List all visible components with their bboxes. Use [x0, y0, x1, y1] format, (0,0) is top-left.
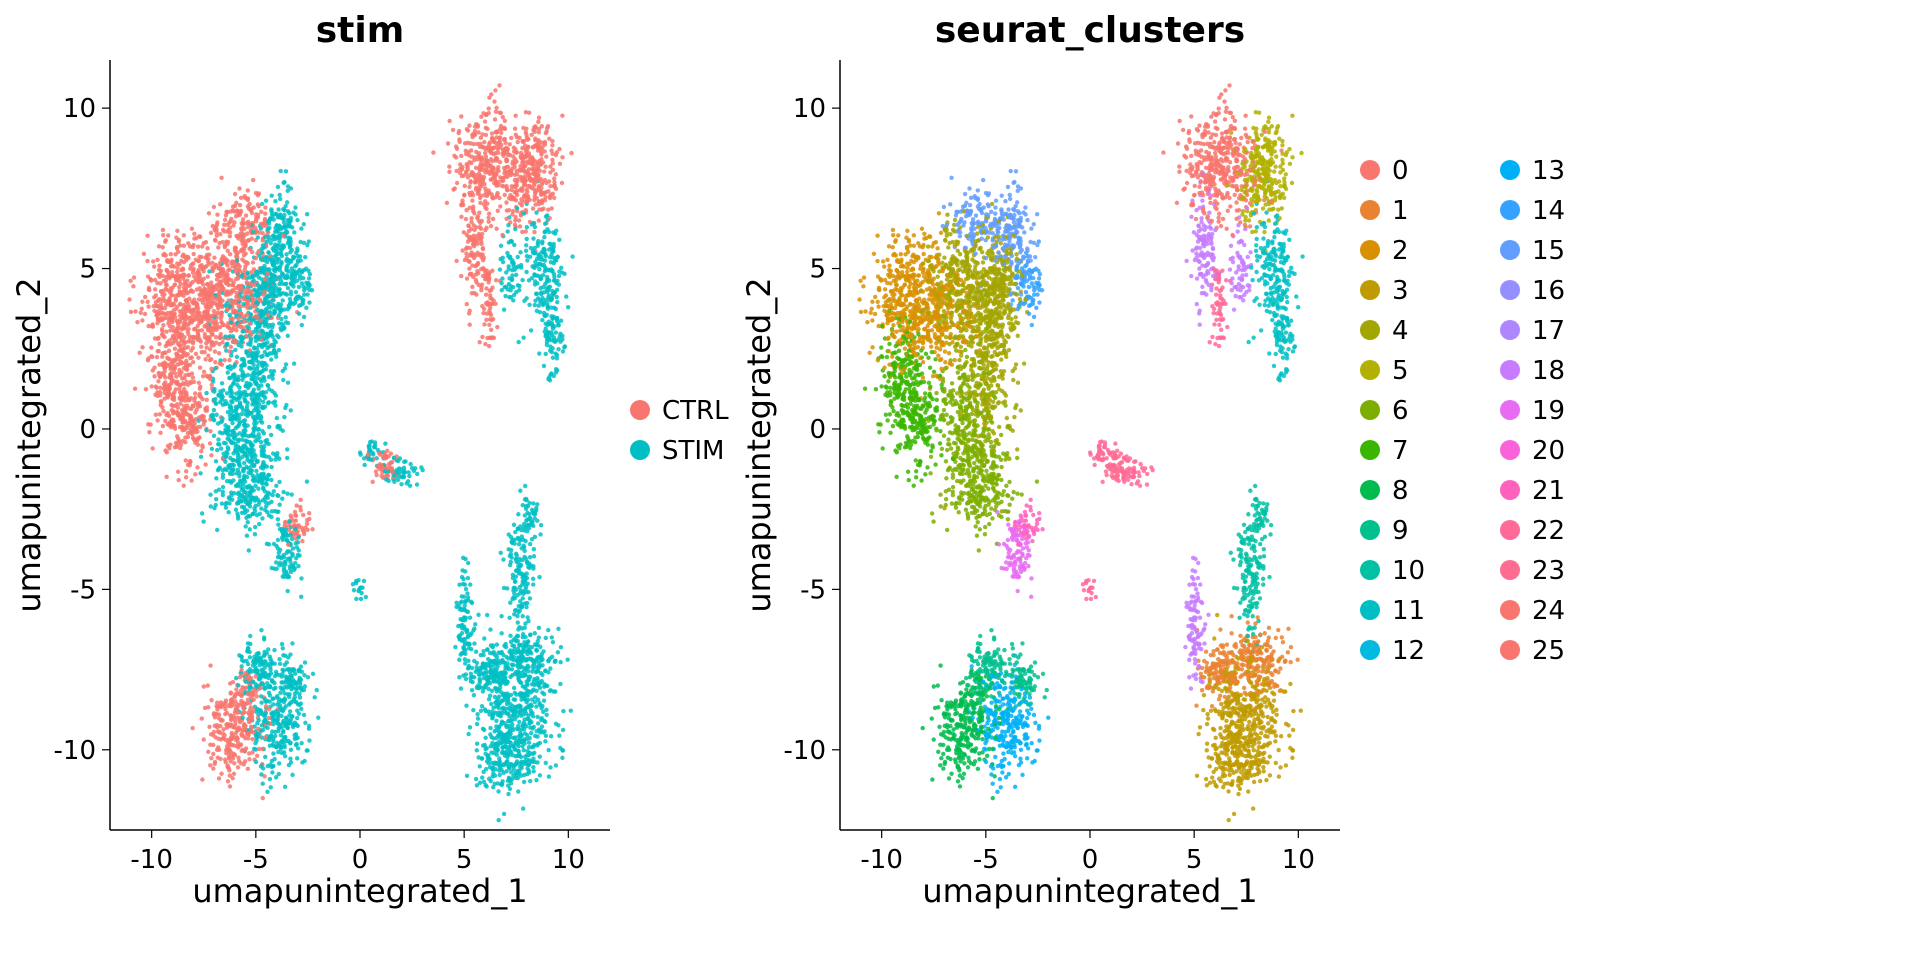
- legend-label: STIM: [662, 436, 725, 466]
- legend-marker: [1500, 280, 1520, 300]
- legend-marker: [1360, 280, 1380, 300]
- y-tick-label: 0: [79, 415, 96, 445]
- x-tick-label: 10: [552, 845, 585, 875]
- legend-marker: [630, 400, 650, 420]
- scatter-points: [127, 83, 574, 822]
- x-tick-label: 0: [352, 845, 369, 875]
- panel-title: seurat_clusters: [935, 10, 1245, 51]
- legend-label: 13: [1532, 156, 1565, 186]
- legend-marker: [1500, 400, 1520, 420]
- legend-marker: [1500, 240, 1520, 260]
- legend-label: 0: [1392, 156, 1409, 186]
- legend-marker: [1500, 320, 1520, 340]
- legend-label: CTRL: [662, 396, 729, 426]
- x-tick-label: 5: [1186, 845, 1203, 875]
- scatter-points: [857, 83, 1304, 822]
- legend-marker: [1500, 480, 1520, 500]
- legend-label: 1: [1392, 196, 1409, 226]
- legend-marker: [1500, 520, 1520, 540]
- legend-label: 24: [1532, 596, 1565, 626]
- y-tick-label: 10: [63, 94, 96, 124]
- y-tick-label: -5: [70, 575, 96, 605]
- x-axis-title: umapunintegrated_1: [922, 872, 1257, 910]
- legend-label: 10: [1392, 556, 1425, 586]
- y-axis-title: umapunintegrated_2: [10, 277, 48, 612]
- legend-label: 2: [1392, 236, 1409, 266]
- x-tick-label: -5: [973, 845, 999, 875]
- legend-marker: [1360, 200, 1380, 220]
- x-axis-title: umapunintegrated_1: [192, 872, 527, 910]
- x-tick-label: -10: [130, 845, 172, 875]
- legend-marker: [630, 440, 650, 460]
- panel-title: stim: [316, 10, 405, 51]
- legend-marker: [1360, 600, 1380, 620]
- legend-label: 19: [1532, 396, 1565, 426]
- panel-stim: -10 -5 0 5 10 -10 -5 0 5 10 umapunintegrated_1 umap…: [10, 10, 729, 910]
- legend-marker: [1500, 600, 1520, 620]
- legend-label: 21: [1532, 476, 1565, 506]
- legend-marker: [1360, 480, 1380, 500]
- legend-label: 16: [1532, 276, 1565, 306]
- legend-clusters: 0123456789101112131415161718192021222324…: [1360, 156, 1565, 666]
- legend-marker: [1500, 160, 1520, 180]
- legend-marker: [1360, 640, 1380, 660]
- legend-marker: [1360, 160, 1380, 180]
- y-axis-title: umapunintegrated_2: [740, 277, 778, 612]
- legend-marker: [1500, 200, 1520, 220]
- legend-label: 6: [1392, 396, 1409, 426]
- legend-marker: [1360, 240, 1380, 260]
- figure-stage: { "figure": { "width": 1920, "height": 9…: [0, 0, 1920, 960]
- legend-marker: [1500, 560, 1520, 580]
- legend-marker: [1360, 560, 1380, 580]
- legend-marker: [1360, 320, 1380, 340]
- legend-label: 22: [1532, 516, 1565, 546]
- y-tick-label: -10: [54, 736, 96, 766]
- y-tick-label: -10: [784, 736, 826, 766]
- x-tick-label: -5: [243, 845, 269, 875]
- legend-label: 3: [1392, 276, 1409, 306]
- legend-label: 20: [1532, 436, 1565, 466]
- legend-label: 11: [1392, 596, 1425, 626]
- legend-marker: [1360, 400, 1380, 420]
- y-tick-label: 10: [793, 94, 826, 124]
- legend-stim: CTRL STIM: [630, 396, 729, 466]
- legend-label: 5: [1392, 356, 1409, 386]
- legend-label: 9: [1392, 516, 1409, 546]
- figure-svg: -10-50510-10-50510umapunintegrated_1umap…: [0, 0, 1920, 960]
- legend-label: 8: [1392, 476, 1409, 506]
- x-tick-label: -10: [860, 845, 902, 875]
- legend-label: 25: [1532, 636, 1565, 666]
- legend-label: 14: [1532, 196, 1565, 226]
- legend-marker: [1500, 640, 1520, 660]
- x-tick-label: 0: [1082, 845, 1099, 875]
- legend-marker: [1500, 360, 1520, 380]
- x-tick-label: 10: [1282, 845, 1315, 875]
- legend-label: 18: [1532, 356, 1565, 386]
- y-tick-label: 5: [809, 255, 826, 285]
- legend-marker: [1360, 440, 1380, 460]
- legend-label: 23: [1532, 556, 1565, 586]
- legend-marker: [1360, 360, 1380, 380]
- x-tick-label: 5: [456, 845, 473, 875]
- y-tick-label: 0: [809, 415, 826, 445]
- y-tick-label: 5: [79, 255, 96, 285]
- legend-label: 7: [1392, 436, 1409, 466]
- legend-label: 12: [1392, 636, 1425, 666]
- legend-label: 17: [1532, 316, 1565, 346]
- y-tick-label: -5: [800, 575, 826, 605]
- legend-label: 4: [1392, 316, 1409, 346]
- panel-clusters: -10-50510-10-50510umapunintegrated_1umap…: [740, 10, 1565, 910]
- legend-marker: [1500, 440, 1520, 460]
- legend-label: 15: [1532, 236, 1565, 266]
- legend-marker: [1360, 520, 1380, 540]
